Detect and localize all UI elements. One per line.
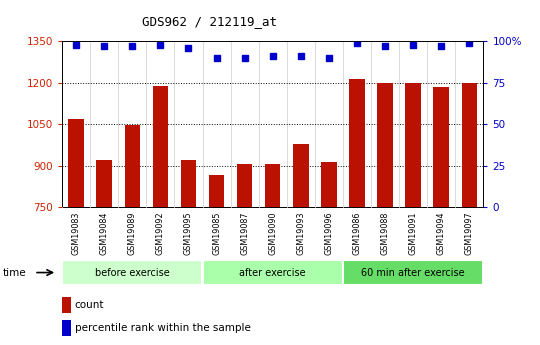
Bar: [265, 164, 280, 207]
Text: GSM19091: GSM19091: [409, 211, 417, 255]
Text: GDS962 / 212119_at: GDS962 / 212119_at: [142, 14, 277, 28]
Bar: [202, 260, 343, 285]
Bar: [97, 159, 112, 207]
Text: count: count: [75, 300, 104, 310]
Bar: [377, 83, 393, 207]
Bar: [237, 164, 252, 207]
Text: GSM19089: GSM19089: [128, 211, 137, 255]
Text: GSM19095: GSM19095: [184, 211, 193, 255]
Text: GSM19094: GSM19094: [437, 211, 445, 255]
Bar: [62, 260, 202, 285]
Bar: [153, 86, 168, 207]
Text: after exercise: after exercise: [239, 268, 306, 277]
Bar: [349, 79, 364, 207]
Bar: [462, 83, 477, 207]
Bar: [434, 87, 449, 207]
Text: GSM19083: GSM19083: [72, 211, 80, 255]
Text: GSM19092: GSM19092: [156, 211, 165, 255]
Text: GSM19088: GSM19088: [381, 211, 389, 255]
Bar: [343, 260, 483, 285]
Text: GSM19086: GSM19086: [353, 211, 361, 255]
Bar: [181, 159, 196, 207]
Text: 60 min after exercise: 60 min after exercise: [361, 268, 465, 277]
Bar: [125, 125, 140, 207]
Bar: [406, 83, 421, 207]
Bar: [69, 119, 84, 207]
Text: time: time: [3, 268, 26, 277]
Bar: [209, 175, 224, 207]
Text: GSM19090: GSM19090: [268, 211, 277, 255]
Text: GSM19087: GSM19087: [240, 211, 249, 255]
Text: before exercise: before exercise: [95, 268, 170, 277]
Bar: [62, 296, 71, 313]
Text: percentile rank within the sample: percentile rank within the sample: [75, 323, 251, 333]
Text: GSM19084: GSM19084: [100, 211, 109, 255]
Bar: [321, 162, 336, 207]
Text: GSM19085: GSM19085: [212, 211, 221, 255]
Text: GSM19096: GSM19096: [325, 211, 333, 255]
Bar: [293, 144, 308, 207]
Bar: [62, 320, 71, 336]
Text: GSM19093: GSM19093: [296, 211, 305, 255]
Text: GSM19097: GSM19097: [465, 211, 474, 255]
